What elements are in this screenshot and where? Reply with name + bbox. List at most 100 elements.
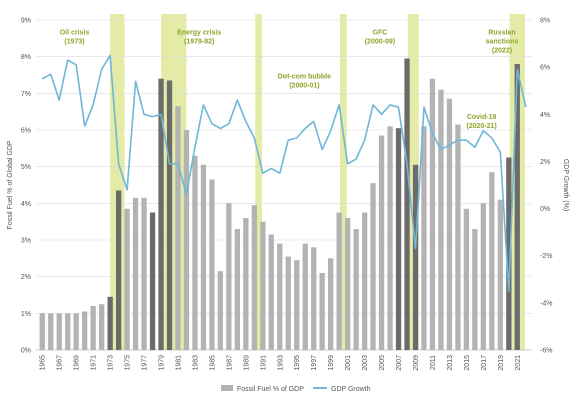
- bar: [353, 229, 359, 350]
- right-tick-label: -2%: [540, 253, 552, 260]
- shaded-period-band: [340, 14, 347, 350]
- bar: [370, 183, 376, 350]
- annotation-text: Energy crisis: [177, 30, 221, 37]
- bar: [438, 89, 444, 350]
- bar: [446, 98, 453, 350]
- bar: [336, 212, 342, 350]
- annotations: Oil crisis (1973) Energy crisis (1979-82) Do…: [60, 30, 519, 130]
- bar: [472, 229, 478, 350]
- bar: [116, 190, 122, 350]
- bar: [217, 271, 223, 350]
- x-tick-label: 1979: [159, 355, 166, 371]
- bar: [328, 258, 334, 350]
- left-tick-label: 2%: [21, 274, 31, 281]
- right-tick-label: 8%: [540, 18, 550, 25]
- x-tick-label: 1977: [142, 355, 149, 371]
- bar: [39, 313, 45, 350]
- right-tick-label: 2%: [540, 159, 550, 166]
- right-tick-label: -6%: [540, 348, 552, 355]
- x-axis-ticks: 1965 1967 1969 1971 1973 1975 1977 1979 1981 1983…: [40, 355, 522, 371]
- bar: [480, 203, 486, 350]
- bar: [412, 164, 419, 350]
- bar: [277, 243, 283, 350]
- x-tick-label: 1981: [176, 355, 183, 371]
- right-tick-label: 4%: [540, 112, 550, 119]
- annotation-text: (2020-21): [466, 123, 496, 130]
- shaded-period-band: [255, 14, 262, 350]
- bar: [429, 78, 436, 350]
- bar: [90, 306, 96, 350]
- bar: [378, 135, 385, 350]
- bar: [260, 221, 266, 350]
- x-tick-label: 1997: [311, 355, 318, 371]
- left-tick-label: 0%: [21, 348, 31, 355]
- left-axis-ticks: 0% 1% 2% 3% 4% 5% 6% 7% 8% 9%: [21, 18, 31, 355]
- bar: [234, 229, 240, 350]
- annotation-text: GFC: [373, 30, 388, 37]
- line-series: [41, 54, 527, 292]
- bar: [455, 124, 461, 350]
- x-tick-label: 2013: [447, 355, 454, 371]
- bar: [285, 256, 291, 350]
- bar: [311, 247, 317, 350]
- x-tick-label: 2007: [396, 355, 403, 371]
- left-tick-label: 6%: [21, 128, 31, 135]
- annotation-text: Oil crisis: [60, 30, 90, 37]
- annotation-text: sanctions: [486, 39, 519, 46]
- bar: [268, 234, 274, 350]
- legend-bar-swatch: [221, 385, 233, 391]
- left-tick-label: 7%: [21, 91, 31, 98]
- bar: [158, 78, 164, 350]
- left-tick-label: 9%: [21, 18, 31, 25]
- bar: [489, 172, 495, 350]
- bar: [48, 313, 54, 350]
- bar: [421, 126, 427, 350]
- bar: [99, 304, 105, 350]
- bar: [73, 313, 79, 350]
- annotation-text: (2000-09): [365, 39, 395, 46]
- x-tick-label: 1973: [108, 355, 115, 371]
- bar: [514, 64, 520, 350]
- x-tick-label: 1971: [91, 355, 98, 371]
- left-tick-label: 4%: [21, 201, 31, 208]
- bar: [345, 218, 351, 350]
- x-tick-label: 2003: [362, 355, 369, 371]
- x-tick-label: 2021: [515, 355, 522, 371]
- left-tick-label: 3%: [21, 238, 31, 245]
- bar: [149, 212, 156, 350]
- bar: [226, 203, 232, 350]
- x-tick-label: 2017: [481, 355, 488, 371]
- x-tick-label: 2015: [464, 355, 471, 371]
- annotation-text: Dot-com bubble: [278, 74, 331, 81]
- bar: [319, 273, 325, 350]
- bar: [175, 106, 181, 350]
- bar: [463, 208, 469, 350]
- bar: [251, 205, 257, 350]
- x-tick-label: 1965: [40, 355, 47, 371]
- x-tick-label: 1969: [74, 355, 81, 371]
- right-tick-label: 0%: [540, 206, 550, 213]
- bar: [166, 80, 173, 350]
- bar: [183, 130, 190, 350]
- left-axis-title: Fossil Fuel % of Global GDP: [7, 140, 14, 229]
- bar: [132, 197, 139, 350]
- x-tick-label: 1967: [57, 355, 64, 371]
- right-tick-label: -4%: [540, 300, 552, 307]
- left-tick-label: 8%: [21, 54, 31, 61]
- bar: [506, 157, 512, 350]
- right-axis-title: GDP Growth (%): [562, 159, 569, 211]
- bar: [56, 313, 62, 350]
- bar: [497, 199, 503, 350]
- x-tick-label: 1975: [125, 355, 132, 371]
- legend-bar-label: Fossil Fuel % of GDP: [237, 386, 304, 393]
- annotation-text: Covid-19: [467, 114, 497, 121]
- bar-series: [39, 58, 520, 350]
- annotation-text: (1979-82): [184, 39, 214, 46]
- bar: [302, 243, 308, 350]
- bar: [107, 296, 113, 350]
- x-tick-label: 1983: [192, 355, 199, 371]
- bar: [124, 208, 130, 350]
- bar: [65, 313, 71, 350]
